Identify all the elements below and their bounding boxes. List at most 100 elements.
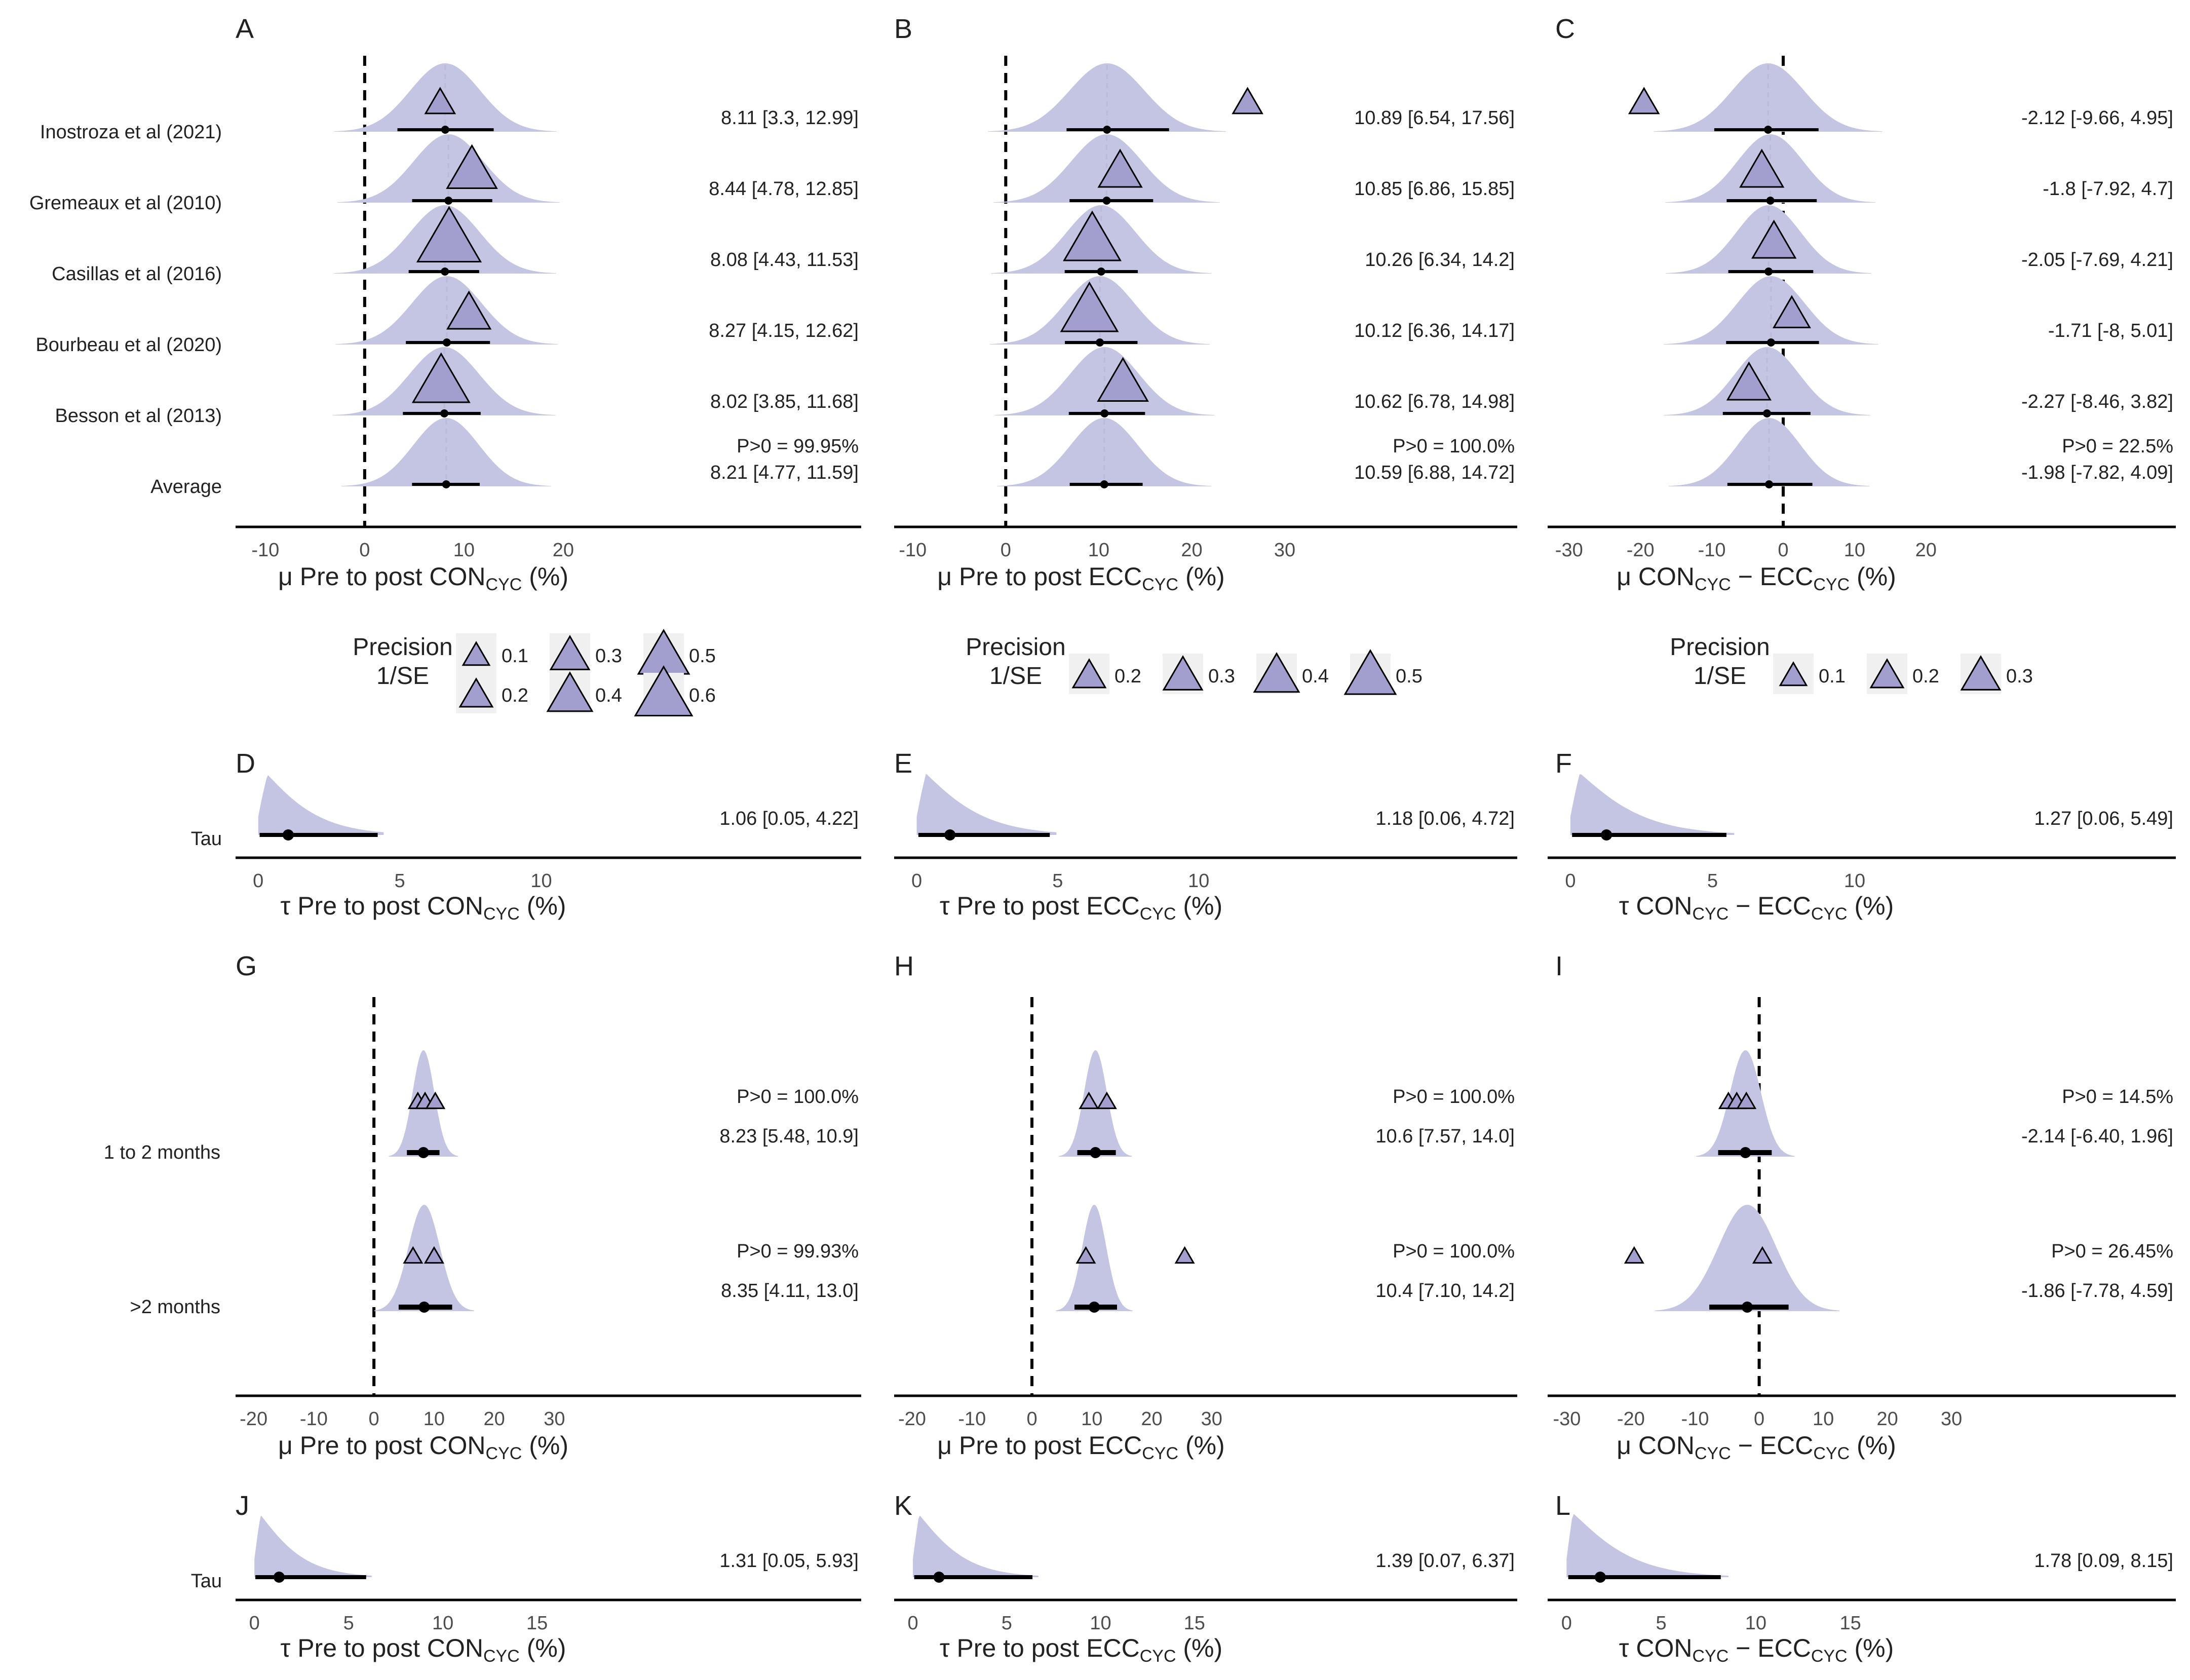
probability-text: P>0 = 99.95% xyxy=(737,436,859,457)
x-tick-label: -10 xyxy=(958,1408,986,1430)
posterior-density xyxy=(337,134,560,203)
x-tick-label: 15 xyxy=(1184,1613,1205,1634)
tau-median-point xyxy=(273,1572,285,1583)
estimate-point xyxy=(442,338,451,347)
panel-letter: L xyxy=(1555,1491,1570,1521)
x-tick-label: 10 xyxy=(1081,1408,1102,1430)
posterior-density xyxy=(341,418,551,486)
estimate-text: 8.44 [4.78, 12.85] xyxy=(709,178,859,200)
x-tick-label: -10 xyxy=(899,540,927,561)
tau-median-point xyxy=(1594,1572,1606,1583)
x-tick-label: 10 xyxy=(1844,870,1865,892)
x-tick-label: 30 xyxy=(544,1408,565,1430)
x-tick-label: 0 xyxy=(907,1613,918,1634)
observed-effect-triangle xyxy=(1097,357,1149,402)
estimate-point xyxy=(442,480,450,488)
estimate-point xyxy=(417,1147,429,1158)
panel-L: L 0 5 10 15τ CONCYC − ECCCYC (%) 1.78 [0.09, … xyxy=(1548,1491,2176,1666)
tau-estimate-text: 1.31 [0.05, 5.93] xyxy=(719,1550,859,1572)
x-tick-label: -10 xyxy=(300,1408,328,1430)
moderator-label: >2 months xyxy=(130,1296,221,1318)
probability-text: P>0 = 22.5% xyxy=(2062,436,2173,457)
tau-density xyxy=(913,1515,1039,1577)
panel-letter: E xyxy=(894,748,912,779)
observed-effect-triangle xyxy=(1726,361,1772,401)
x-tick-label: 20 xyxy=(1141,1408,1162,1430)
x-axis-title: τ Pre to post ECCCYC (%) xyxy=(940,892,1222,924)
x-tick-label: 10 xyxy=(432,1613,453,1634)
x-axis-title: μ CONCYC − ECCCYC (%) xyxy=(1617,1431,1896,1463)
estimate-point xyxy=(1766,338,1775,347)
tau-estimate-text: 1.78 [0.09, 8.15] xyxy=(2034,1550,2173,1572)
legend-triangle xyxy=(1343,649,1397,695)
legend-triangle xyxy=(1960,655,2002,691)
x-tick-label: 0 xyxy=(369,1408,379,1430)
panel-C: C -30 -20 -10 0 10 20 μ CONCYC − ECCCYC (%) -2.1… xyxy=(1548,14,2176,694)
estimate-text: 10.6 [7.57, 14.0] xyxy=(1375,1126,1515,1147)
x-tick-label: 15 xyxy=(526,1613,548,1634)
x-tick-label: -20 xyxy=(240,1408,267,1430)
x-axis-title: τ Pre to post ECCCYC (%) xyxy=(940,1634,1222,1666)
study-label: Inostroza et al (2021) xyxy=(40,122,222,143)
observed-effect-triangle xyxy=(1772,295,1811,328)
estimate-point xyxy=(1763,409,1772,417)
x-tick-label: 10 xyxy=(1844,540,1865,561)
observed-effect-triangle xyxy=(424,1246,444,1264)
estimate-text: 10.62 [6.78, 14.98] xyxy=(1354,391,1515,412)
estimate-text: 10.12 [6.36, 14.17] xyxy=(1354,320,1515,341)
x-tick-label: 10 xyxy=(1813,1408,1834,1430)
observed-effect-triangle xyxy=(1060,281,1119,332)
legend-triangle xyxy=(462,641,491,666)
probability-text: P>0 = 100.0% xyxy=(737,1086,859,1108)
estimate-text: 8.23 [5.48, 10.9] xyxy=(719,1126,859,1147)
tau-estimate-text: 1.39 [0.07, 6.37] xyxy=(1375,1550,1515,1572)
tau-median-point xyxy=(282,829,294,841)
legend-value: 0.2 xyxy=(1115,666,1141,687)
tau-median-point xyxy=(944,829,956,841)
study-label: Besson et al (2013) xyxy=(55,405,222,427)
posterior-density xyxy=(335,276,558,345)
legend-triangle xyxy=(1253,652,1300,693)
panel-letter: D xyxy=(236,748,255,779)
estimate-point xyxy=(1740,1147,1751,1158)
estimate-point xyxy=(418,1302,430,1313)
x-tick-label: 5 xyxy=(1052,870,1063,892)
study-label: Bourbeau et al (2020) xyxy=(35,334,222,356)
legend-triangle xyxy=(1071,658,1107,689)
panel-letter: I xyxy=(1555,951,1563,981)
estimate-point xyxy=(1103,126,1111,134)
x-axis-title: μ Pre to post ECCCYC (%) xyxy=(937,1431,1224,1463)
observed-effect-triangle xyxy=(1751,219,1797,259)
legend-triangle xyxy=(634,665,694,716)
posterior-density xyxy=(988,63,1226,132)
panel-J: J 0 5 10 15τ Pre to post CONCYC (%) Tau 1.31 [… xyxy=(191,1491,861,1666)
observed-effect-triangle xyxy=(1096,1091,1117,1110)
legend-triangle xyxy=(549,635,591,670)
legend-value: 0.1 xyxy=(502,645,528,667)
tau-label: Tau xyxy=(191,1571,222,1592)
x-tick-label: 0 xyxy=(1561,1613,1572,1634)
x-tick-label: 20 xyxy=(553,540,574,561)
probability-text: P>0 = 100.0% xyxy=(1393,436,1515,457)
x-tick-label: -30 xyxy=(1553,1408,1581,1430)
x-tick-label: 5 xyxy=(1002,1613,1012,1634)
probability-text: P>0 = 26.45% xyxy=(2051,1241,2173,1262)
panel-D: D 0 5 10τ Pre to post CONCYC (%) Tau 1.06 [0.… xyxy=(191,748,861,924)
panel-G: G -20 -10 0 10 20 30μ Pre to post CONCYC (%) 1 … xyxy=(104,951,861,1463)
estimate-point xyxy=(1742,1302,1753,1313)
observed-effect-triangle xyxy=(411,352,471,403)
study-label: Average xyxy=(150,476,222,498)
estimate-text: -1.86 [-7.78, 4.59] xyxy=(2021,1280,2173,1302)
tau-median-point xyxy=(1601,829,1612,841)
x-tick-label: 5 xyxy=(1707,870,1718,892)
observed-effect-triangle xyxy=(446,290,492,330)
tau-label: Tau xyxy=(191,828,222,850)
legend-value: 0.6 xyxy=(689,685,716,706)
x-axis-title: μ Pre to post CONCYC (%) xyxy=(278,1431,568,1463)
panel-letter: F xyxy=(1555,748,1572,779)
x-tick-label: -30 xyxy=(1555,540,1583,561)
x-tick-label: 0 xyxy=(253,870,263,892)
legend-triangle xyxy=(1162,655,1204,691)
x-tick-label: 10 xyxy=(1188,870,1209,892)
